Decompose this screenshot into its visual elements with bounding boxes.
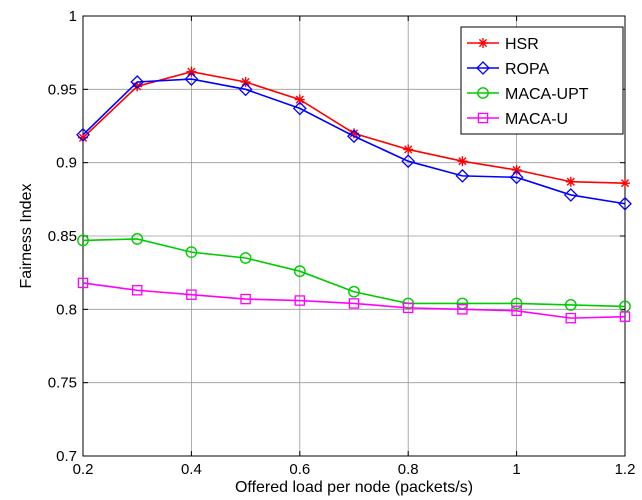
asterisk-marker xyxy=(478,38,488,48)
x-tick-label: 1.2 xyxy=(615,461,636,478)
legend: HSR ROPA MACA-UPT MACA-U xyxy=(460,26,624,135)
y-axis-label: Fairness Index xyxy=(18,184,35,289)
x-tick-label: 1 xyxy=(512,461,520,478)
square-marker xyxy=(348,298,360,309)
circle-marker xyxy=(477,87,489,99)
series-hsr xyxy=(78,66,630,189)
circle-marker xyxy=(239,252,252,264)
y-tick-label: 0.7 xyxy=(56,448,77,465)
square-marker xyxy=(240,293,251,305)
square-marker xyxy=(77,277,89,289)
diamond-marker xyxy=(292,101,307,116)
y-tick-label: 0.8 xyxy=(56,301,77,318)
legend-label: HSR xyxy=(505,36,539,53)
y-tick-label: 0.95 xyxy=(48,81,77,98)
diamond-marker xyxy=(130,75,145,89)
asterisk-marker xyxy=(403,144,414,155)
square-marker xyxy=(294,295,306,306)
diamond-marker xyxy=(618,196,632,211)
series-line xyxy=(82,282,626,319)
circle-marker xyxy=(185,246,198,259)
diamond-marker xyxy=(455,168,470,183)
series-lines xyxy=(76,66,632,324)
square-marker xyxy=(131,285,143,296)
asterisk-marker xyxy=(132,81,143,92)
x-tick-label: 0.6 xyxy=(289,461,310,478)
series-maca-u xyxy=(77,277,631,324)
y-tick-label: 0.75 xyxy=(48,375,77,392)
legend-entry: MACA-U xyxy=(467,111,568,128)
square-marker xyxy=(477,112,489,124)
legend-label: MACA-UPT xyxy=(505,86,589,103)
square-marker xyxy=(565,312,577,324)
diamond-marker xyxy=(476,61,490,75)
series-line xyxy=(82,238,626,308)
circle-marker xyxy=(77,234,89,247)
y-tick-label: 0.9 xyxy=(56,155,77,172)
x-tick-label: 0.4 xyxy=(181,461,202,478)
y-tick-label: 0.85 xyxy=(48,228,77,245)
legend-label: MACA-U xyxy=(505,111,568,128)
x-tick-label: 0.8 xyxy=(398,461,419,478)
diamond-marker xyxy=(76,127,90,142)
asterisk-marker xyxy=(294,94,305,105)
asterisk-marker xyxy=(457,156,468,167)
legend-label: ROPA xyxy=(505,61,549,78)
diamond-marker xyxy=(563,188,578,202)
asterisk-marker xyxy=(240,77,251,87)
diamond-marker xyxy=(509,170,524,185)
asterisk-marker xyxy=(511,165,522,175)
asterisk-marker xyxy=(565,176,576,187)
legend-entry: ROPA xyxy=(467,61,549,78)
asterisk-marker xyxy=(620,178,630,189)
diamond-marker xyxy=(238,82,253,97)
circle-marker xyxy=(348,285,360,298)
diamond-marker xyxy=(347,129,361,144)
circle-marker xyxy=(510,297,523,310)
square-marker xyxy=(511,305,522,317)
diamond-marker xyxy=(184,72,199,86)
axis-ticks: 0.2 0.4 0.6 0.8 1 1.2 0.7 0.75 0.8 0.85 0.9 0.95 1 xyxy=(48,8,636,478)
square-marker xyxy=(186,289,197,300)
square-marker xyxy=(402,302,414,314)
asterisk-marker xyxy=(186,66,197,77)
legend-entry: MACA-UPT xyxy=(467,86,589,103)
diamond-marker xyxy=(401,154,416,169)
square-marker xyxy=(457,304,468,315)
square-marker xyxy=(619,311,631,322)
series-ropa xyxy=(76,72,632,211)
x-tick-label: 0.2 xyxy=(73,461,94,478)
series-line xyxy=(82,78,626,205)
y-tick-label: 1 xyxy=(69,8,77,25)
circle-marker xyxy=(293,265,306,278)
legend-entry: HSR xyxy=(467,36,539,53)
series-maca-upt xyxy=(77,233,631,313)
circle-marker xyxy=(131,233,144,245)
circle-marker xyxy=(564,299,577,311)
x-axis-label: Offered load per node (packets/s) xyxy=(235,479,473,496)
